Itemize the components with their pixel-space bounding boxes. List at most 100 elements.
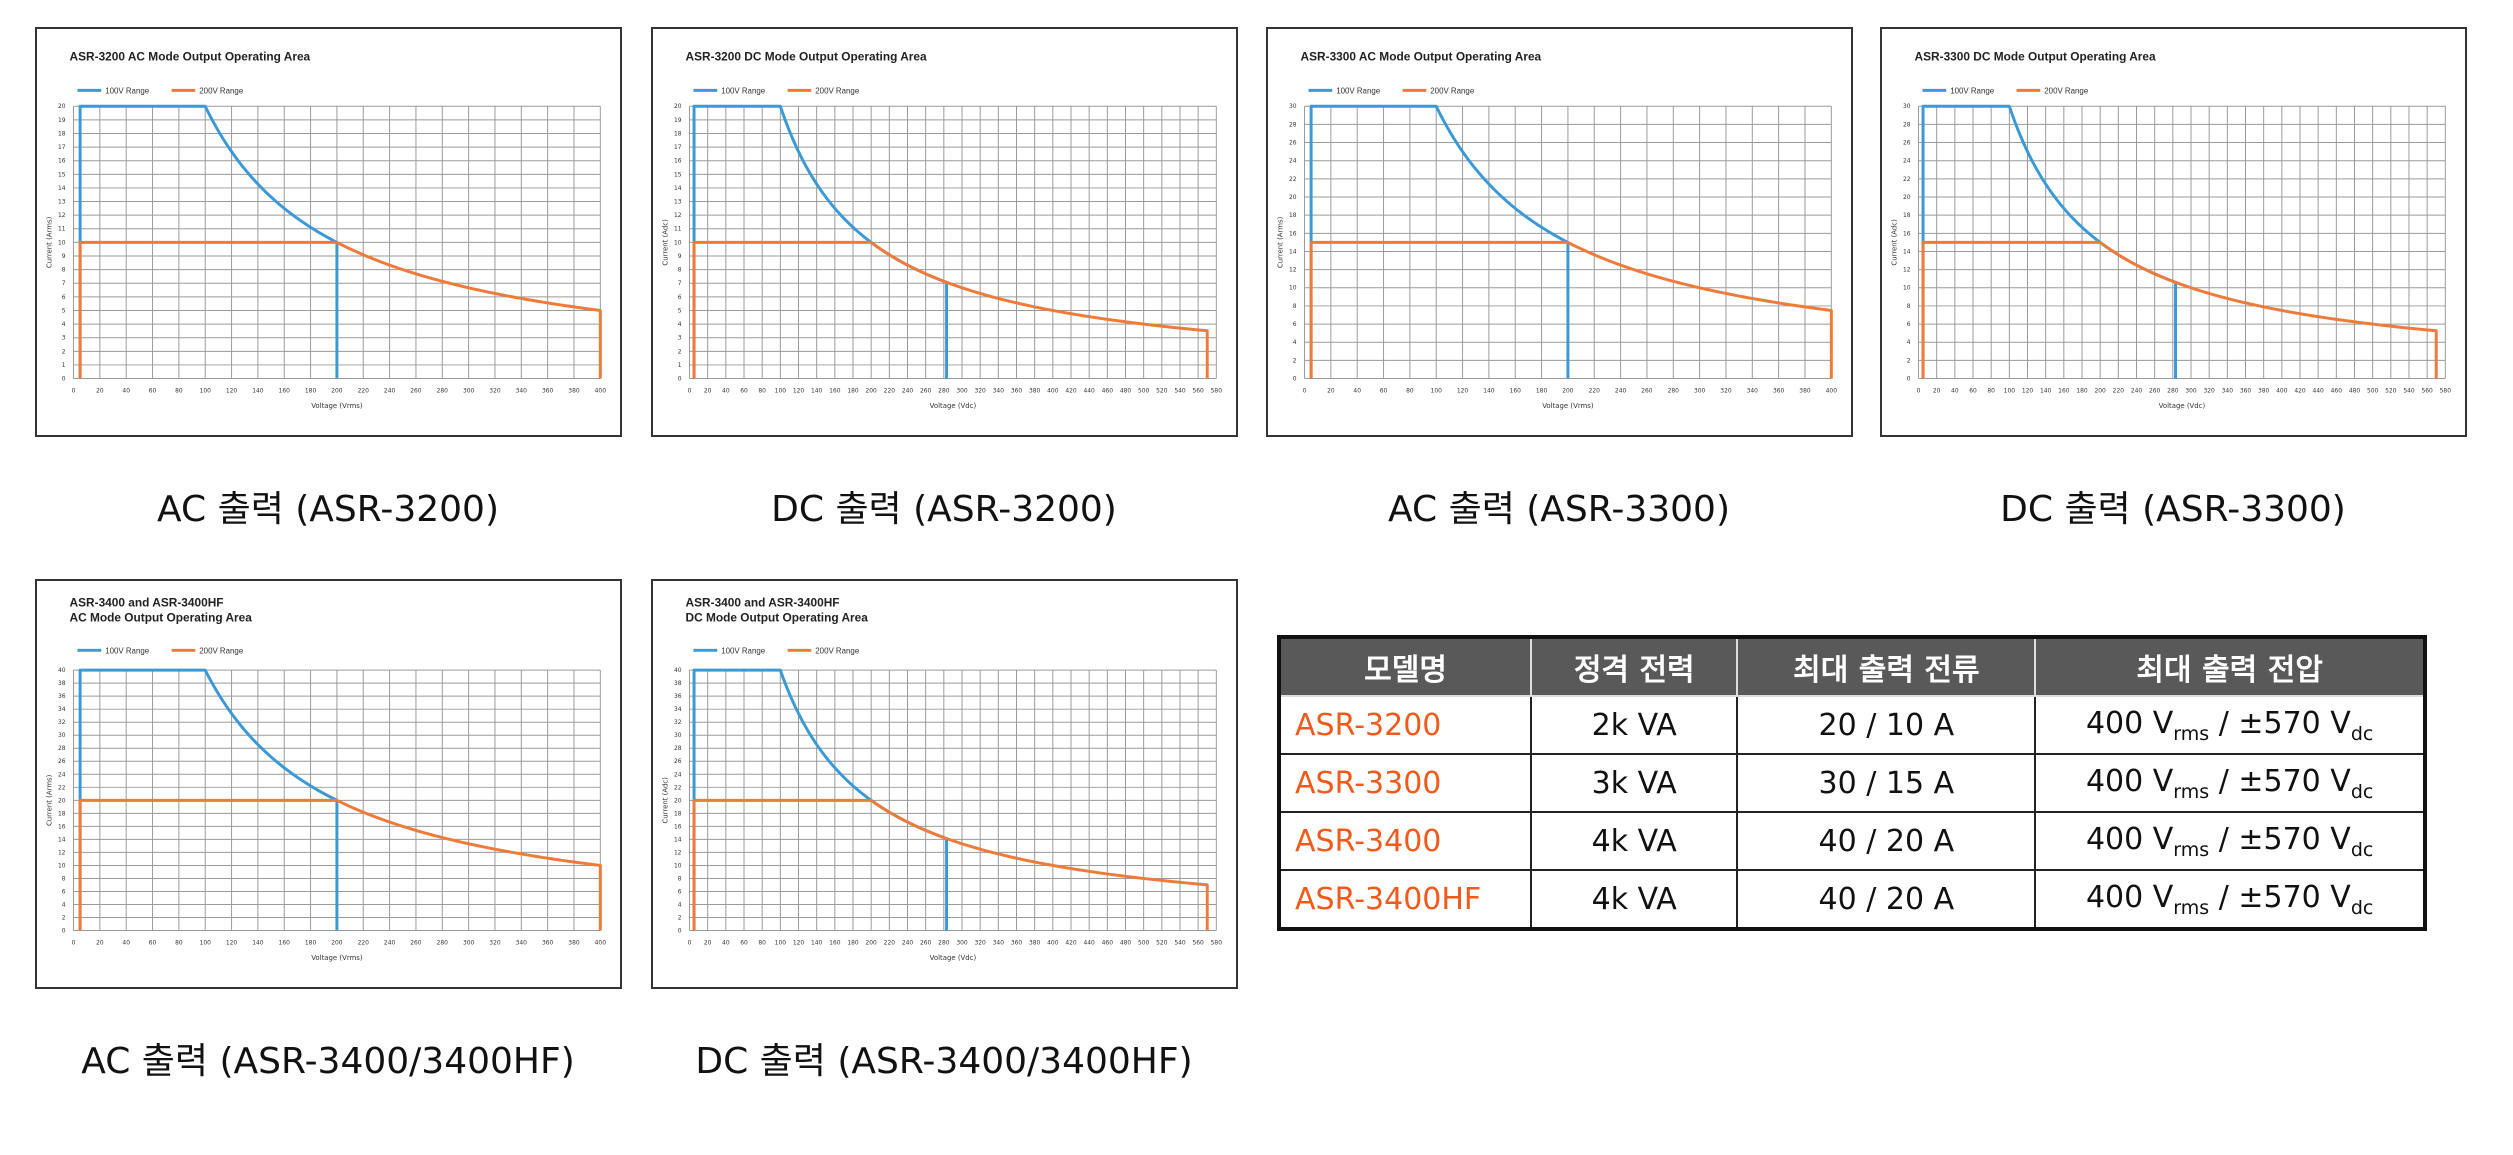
y-tick-label: 22 — [674, 784, 682, 791]
y-axis-label: Current (Arms) — [46, 216, 54, 268]
chart-caption: AC 출력 (ASR-3200) — [157, 489, 499, 530]
x-tick-label: 280 — [437, 387, 449, 394]
y-tick-label: 18 — [674, 130, 682, 137]
x-tick-label: 0 — [1303, 387, 1307, 394]
y-tick-label: 14 — [1289, 248, 1297, 255]
table-row: ASR-3400HF 4k VA 40 / 20 A 400 Vrms / ±5… — [1277, 869, 2426, 930]
x-tick-label: 440 — [2312, 387, 2324, 394]
chart-title: ASR-3300 AC Mode Output Operating Area — [1301, 50, 1542, 64]
x-tick-label: 20 — [1933, 387, 1941, 394]
legend-label: 100V Range — [1336, 86, 1381, 95]
x-tick-label: 140 — [811, 939, 823, 946]
x-tick-label: 400 — [2276, 387, 2288, 394]
x-tick-label: 240 — [902, 387, 914, 394]
x-tick-label: 80 — [758, 939, 766, 946]
y-tick-label: 26 — [1289, 140, 1297, 147]
ac-sub: rms — [2173, 838, 2210, 861]
y-tick-label: 36 — [674, 693, 682, 700]
x-tick-label: 160 — [279, 939, 291, 946]
ac-voltage: 400 V — [2085, 879, 2174, 915]
y-tick-label: 36 — [58, 693, 66, 700]
rated-power: 4k VA — [1530, 869, 1739, 930]
x-tick-label: 540 — [1174, 939, 1186, 946]
x-tick-label: 0 — [72, 939, 76, 946]
x-tick-label: 500 — [1138, 387, 1150, 394]
x-tick-label: 580 — [1211, 939, 1223, 946]
x-tick-label: 120 — [793, 939, 805, 946]
chart-5: ASR-3400 and ASR-3400HF AC Mode Output Op… — [35, 579, 622, 989]
y-tick-label: 20 — [1289, 194, 1297, 201]
table-header-row: 모델명 정격 전력 최대 출력 전류 최대 출력 전압 — [1277, 637, 2426, 697]
x-tick-label: 320 — [974, 387, 986, 394]
x-tick-label: 240 — [1615, 387, 1627, 394]
legend-label: 100V Range — [721, 86, 766, 95]
series-line-200v — [78, 240, 602, 379]
chart-title: AC Mode Output Operating Area — [70, 611, 253, 625]
x-tick-label: 300 — [463, 939, 475, 946]
y-tick-label: 20 — [58, 797, 66, 804]
x-tick-label: 0 — [688, 387, 692, 394]
dc-sub: dc — [2350, 838, 2374, 861]
ac-sub: rms — [2173, 780, 2210, 803]
x-tick-label: 180 — [847, 387, 859, 394]
legend-label: 200V Range — [199, 86, 244, 95]
y-tick-label: 16 — [674, 823, 682, 830]
header-voltage: 최대 출력 전압 — [2034, 637, 2426, 697]
max-voltage: 400 Vrms / ±570 Vdc — [2034, 695, 2426, 755]
chart-title: ASR-3300 DC Mode Output Operating Area — [1915, 50, 2156, 64]
x-tick-label: 200 — [331, 387, 343, 394]
x-tick-label: 60 — [1380, 387, 1388, 394]
max-current: 40 / 20 A — [1736, 869, 2037, 930]
x-tick-label: 340 — [516, 939, 528, 946]
y-tick-label: 9 — [678, 253, 682, 260]
y-tick-label: 17 — [674, 144, 682, 151]
x-tick-label: 100 — [200, 939, 212, 946]
x-tick-label: 580 — [2440, 387, 2452, 394]
x-tick-label: 80 — [1406, 387, 1414, 394]
y-tick-label: 6 — [1293, 321, 1297, 328]
x-tick-label: 480 — [1120, 387, 1132, 394]
y-tick-label: 5 — [62, 307, 66, 314]
x-tick-label: 260 — [410, 939, 422, 946]
chart-4: ASR-3300 DC Mode Output Operating Area 10… — [1880, 27, 2467, 437]
x-tick-label: 540 — [1174, 387, 1186, 394]
x-tick-label: 100 — [775, 387, 787, 394]
x-tick-label: 360 — [2240, 387, 2252, 394]
x-tick-label: 40 — [1353, 387, 1361, 394]
x-tick-label: 560 — [1192, 939, 1204, 946]
y-tick-label: 0 — [62, 376, 66, 383]
dc-sub: dc — [2350, 896, 2374, 919]
x-tick-label: 400 — [1047, 387, 1059, 394]
x-tick-label: 240 — [902, 939, 914, 946]
chart-title: ASR-3200 AC Mode Output Operating Area — [70, 50, 311, 64]
chart-title: ASR-3200 DC Mode Output Operating Area — [686, 50, 927, 64]
x-tick-label: 160 — [829, 387, 841, 394]
y-tick-label: 2 — [1907, 357, 1911, 364]
x-tick-label: 220 — [358, 387, 370, 394]
x-tick-label: 280 — [437, 939, 449, 946]
y-tick-label: 28 — [674, 745, 682, 752]
x-tick-label: 320 — [489, 939, 501, 946]
y-tick-label: 12 — [1289, 267, 1297, 274]
chart-svg: ASR-3300 DC Mode Output Operating Area 10… — [1891, 50, 2452, 411]
dc-voltage: / ±570 V — [2209, 763, 2351, 799]
chart-caption: DC 출력 (ASR-3300) — [2000, 489, 2346, 530]
x-tick-label: 440 — [1083, 939, 1095, 946]
y-tick-label: 11 — [674, 226, 682, 233]
y-tick-label: 7 — [62, 280, 66, 287]
chart-caption: AC 출력 (ASR-3300) — [1388, 489, 1730, 530]
y-tick-label: 38 — [58, 680, 66, 687]
y-tick-label: 16 — [674, 158, 682, 165]
y-tick-label: 3 — [62, 335, 66, 342]
x-tick-label: 520 — [1156, 387, 1168, 394]
x-tick-label: 180 — [1536, 387, 1548, 394]
y-tick-label: 18 — [58, 130, 66, 137]
x-tick-label: 500 — [2367, 387, 2379, 394]
y-tick-label: 2 — [678, 915, 682, 922]
x-tick-label: 420 — [1065, 387, 1077, 394]
chart-1: ASR-3200 AC Mode Output Operating Area 10… — [35, 27, 622, 437]
y-tick-label: 6 — [1907, 321, 1911, 328]
table-row: ASR-3400 4k VA 40 / 20 A 400 Vrms / ±570… — [1277, 811, 2426, 871]
chart-caption: DC 출력 (ASR-3400/3400HF) — [695, 1041, 1193, 1082]
